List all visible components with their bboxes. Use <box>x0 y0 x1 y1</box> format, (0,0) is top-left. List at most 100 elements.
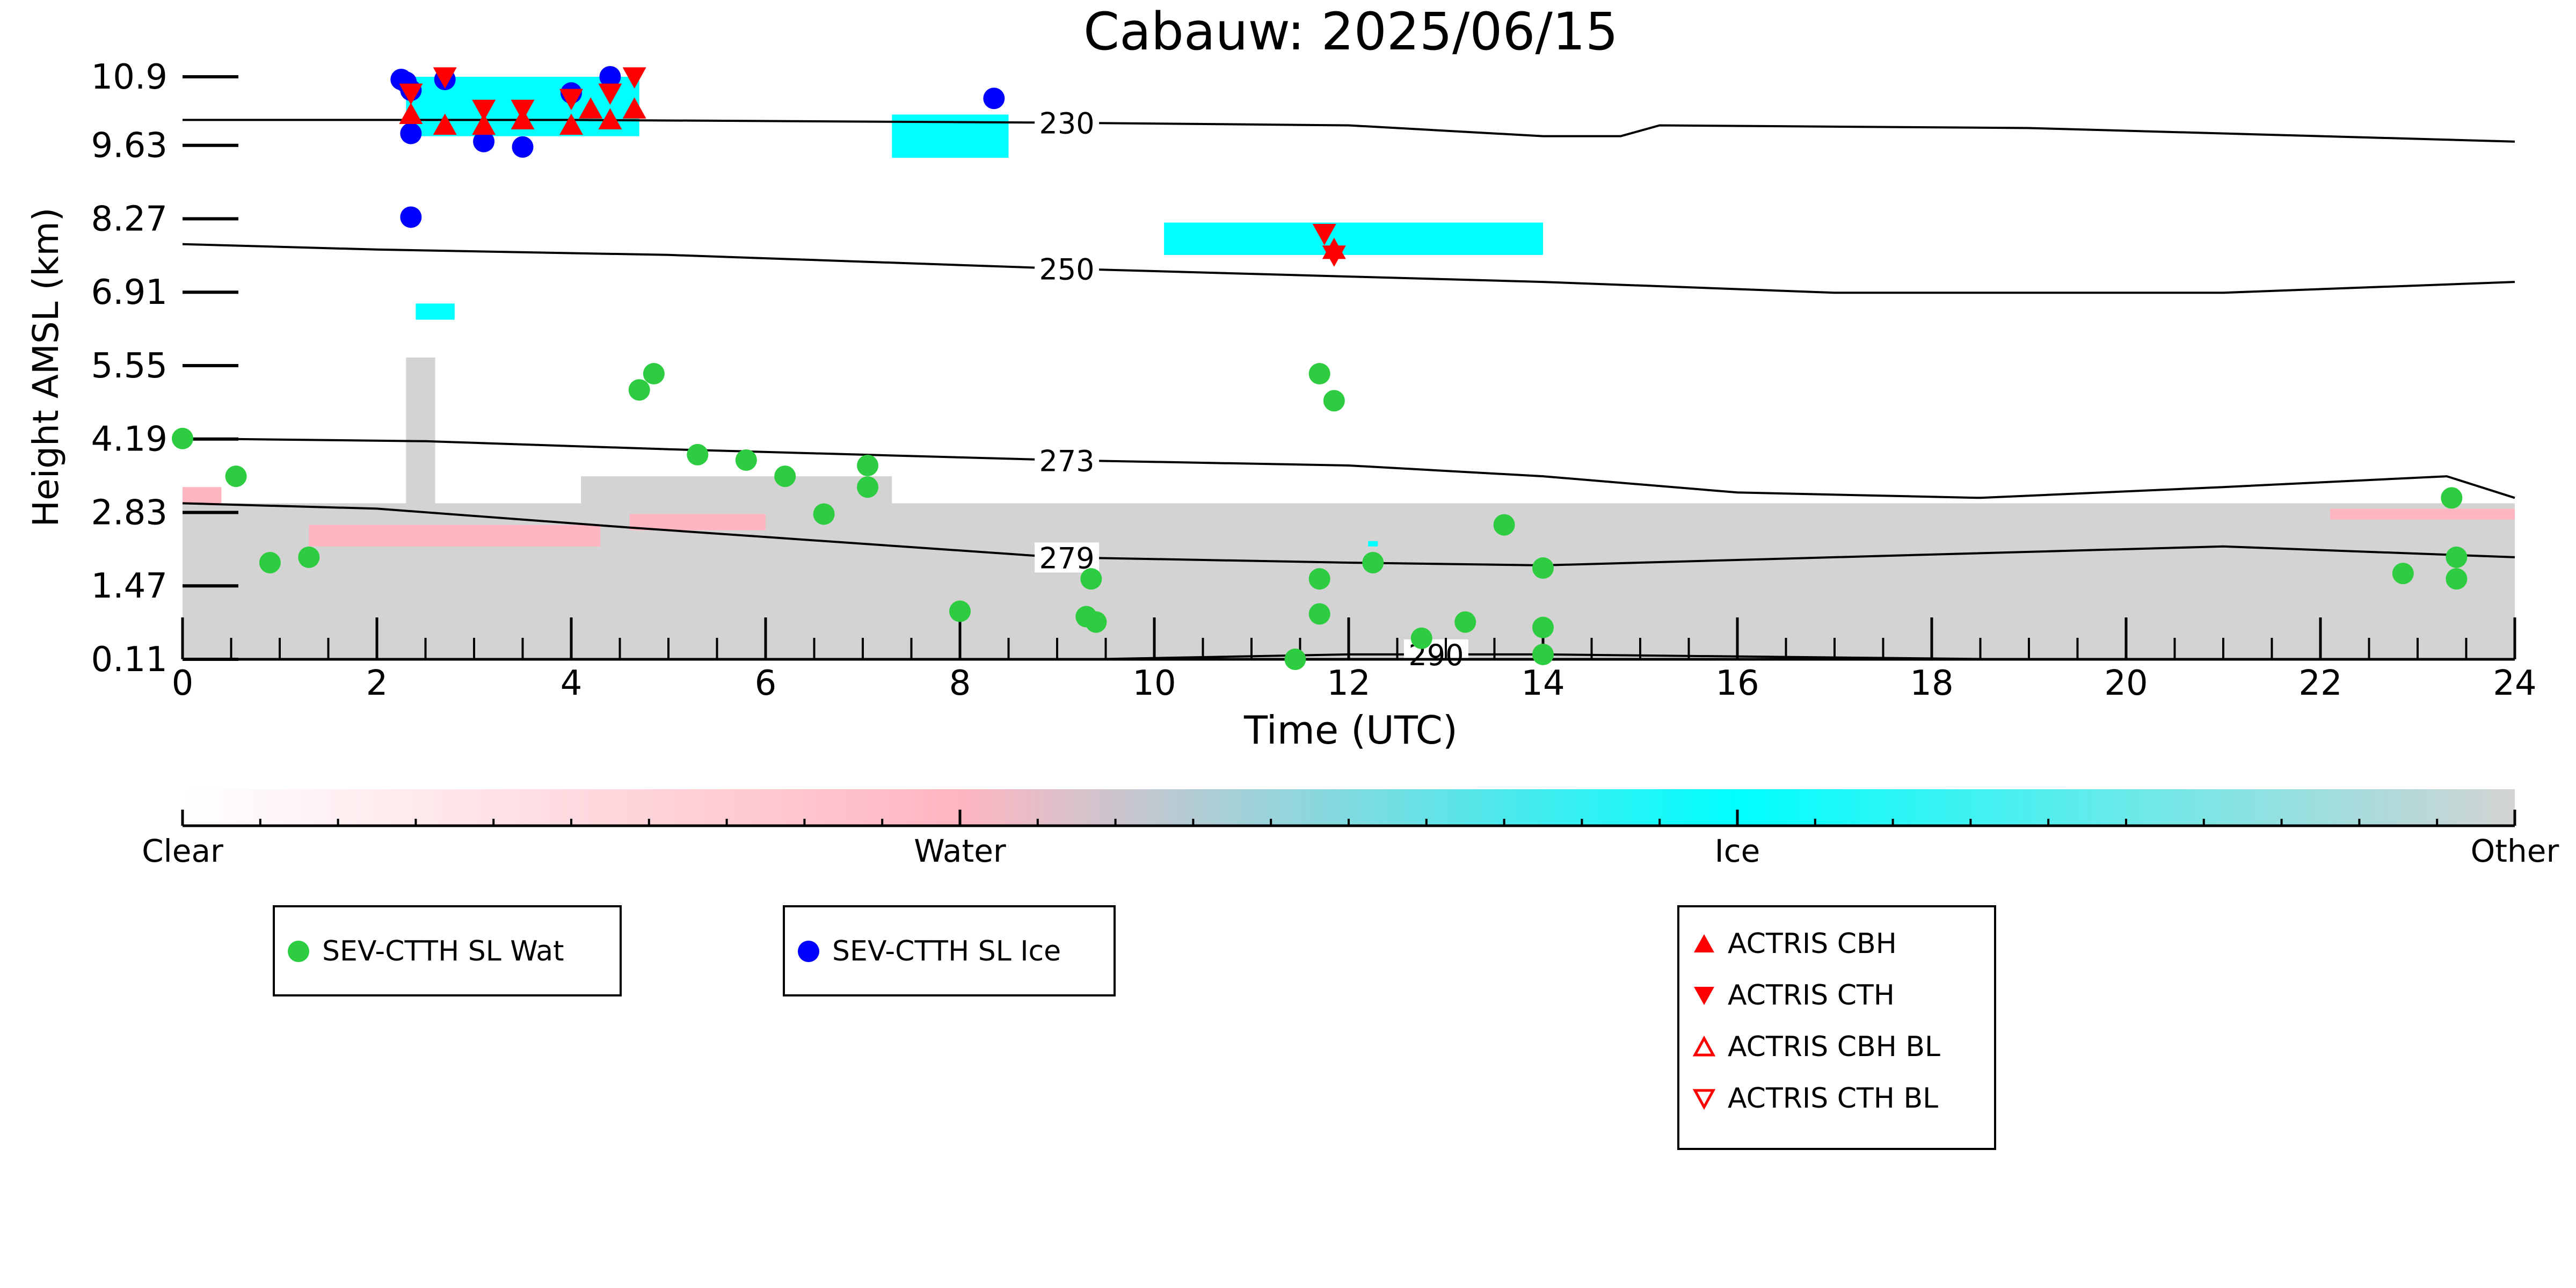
isotherm-label: 279 <box>1039 541 1095 575</box>
legend-item-actris-cth-bl: ACTRIS CTH BL <box>1692 1082 1938 1115</box>
marker-sev-ctth-sl-wat <box>1532 616 1554 638</box>
marker-sev-ctth-sl-wat <box>1323 390 1345 412</box>
marker-sev-ctth-sl-wat <box>813 503 835 525</box>
marker-sev-ctth-sl-ice <box>512 136 534 158</box>
isotherm-label: 273 <box>1039 444 1095 478</box>
marker-actris-cth <box>622 67 646 89</box>
colorbar: Clear Water Ice Other <box>142 789 2559 869</box>
circle-marker-icon <box>798 941 819 962</box>
x-axis-label: Time (UTC) <box>1243 708 1458 753</box>
marker-sev-ctth-sl-wat <box>1085 611 1107 633</box>
marker-sev-ctth-sl-wat <box>2392 563 2414 585</box>
isotherm-279 <box>182 502 2515 567</box>
marker-sev-ctth-sl-wat <box>1308 603 1330 625</box>
marker-sev-ctth-sl-wat <box>1410 627 1432 649</box>
marker-sev-ctth-sl-wat <box>1532 643 1554 665</box>
legend-item-actris-cth: ACTRIS CTH <box>1692 979 1895 1012</box>
marker-sev-ctth-sl-wat <box>1362 552 1384 574</box>
x-tick-label: 12 <box>1327 664 1370 703</box>
classification-background <box>183 77 2515 659</box>
legend-label: SEV-CTTH SL Wat <box>322 935 564 967</box>
isotherm-273 <box>182 437 2515 499</box>
marker-actris-cth <box>1312 224 1336 245</box>
circle-marker-icon <box>288 941 309 962</box>
colorbar-label-water: Water <box>914 833 1006 869</box>
isotherm-label: 250 <box>1039 252 1095 286</box>
marker-actris-cbh <box>433 113 457 135</box>
y-tick-label: 1.47 <box>91 566 168 606</box>
marker-sev-ctth-sl-wat <box>1493 514 1515 536</box>
triangle-down-open-icon <box>1692 1089 1716 1110</box>
marker-sev-ctth-sl-ice <box>473 130 495 152</box>
region-ice <box>416 303 455 320</box>
legend-box-ice: SEV-CTTH SL Ice <box>783 905 1116 996</box>
x-tick-label: 16 <box>1715 664 1759 703</box>
region-ice <box>1368 541 1378 547</box>
marker-sev-ctth-sl-wat <box>1308 363 1330 385</box>
region-water <box>2330 508 2515 520</box>
x-tick-label: 18 <box>1910 664 1953 703</box>
marker-actris-cbh <box>472 113 496 135</box>
triangle-up-icon <box>1694 934 1714 952</box>
y-tick-label: 2.83 <box>91 493 168 533</box>
triangle-up-open-icon <box>1692 1035 1716 1057</box>
legend-label: ACTRIS CBH BL <box>1728 1031 1940 1063</box>
region-water <box>309 525 601 547</box>
colorbar-label-ice: Ice <box>1715 833 1760 869</box>
x-tick-label: 6 <box>755 664 777 703</box>
marker-sev-ctth-sl-wat <box>172 427 193 449</box>
marker-sev-ctth-sl-wat <box>259 552 281 574</box>
marker-actris-cth <box>598 83 622 105</box>
region-ice <box>1164 222 1543 255</box>
marker-sev-ctth-sl-wat <box>949 600 971 622</box>
y-axis-label: Height AMSL (km) <box>25 208 67 527</box>
isotherm-250 <box>182 243 2515 294</box>
marker-sev-ctth-sl-wat <box>2441 487 2463 509</box>
legend-marker-cth <box>1694 987 1714 1005</box>
marker-sev-ctth-sl-wat <box>857 455 879 477</box>
x-tick-label: 20 <box>2104 664 2148 703</box>
marker-sev-ctth-sl-wat <box>225 465 247 487</box>
colorbar-ticks <box>181 810 2516 826</box>
marker-actris-cth <box>1322 245 1346 267</box>
isotherm-label-bg <box>1035 445 1100 476</box>
y-tick-label: 0.11 <box>91 640 168 680</box>
x-tick-label: 14 <box>1521 664 1564 703</box>
y-tick-label: 9.63 <box>91 126 168 166</box>
marker-sev-ctth-sl-wat <box>774 465 796 487</box>
isotherm-label-bg <box>1035 253 1100 284</box>
legend-box-water: SEV-CTTH SL Wat <box>273 905 622 996</box>
marker-sev-ctth-sl-wat <box>298 546 320 568</box>
marker-sev-ctth-sl-ice <box>400 122 422 144</box>
marker-sev-ctth-sl-ice <box>599 66 621 88</box>
region-water <box>183 487 222 504</box>
legend-label: ACTRIS CTH <box>1728 979 1895 1012</box>
marker-sev-ctth-sl-wat <box>857 476 879 498</box>
legend-marker-cth-bl <box>1692 1089 1716 1110</box>
region-other <box>406 357 435 659</box>
region-water <box>629 514 766 530</box>
triangle-down-icon <box>1694 987 1714 1005</box>
marker-actris-cth <box>559 89 583 111</box>
legend-marker-cbh-bl <box>1692 1035 1716 1057</box>
region-other <box>581 476 892 659</box>
axes: 0 2 4 6 8 10 12 14 16 18 20 22 240.111.472.834.195.5… <box>91 57 2537 703</box>
marker-actris-cbh <box>579 97 603 119</box>
x-tick-label: 2 <box>366 664 388 703</box>
marker-sev-ctth-sl-wat <box>628 379 650 401</box>
legend-label: ACTRIS CTH BL <box>1728 1082 1939 1115</box>
isotherm-label: 230 <box>1039 107 1095 141</box>
marker-sev-ctth-sl-wat <box>2446 546 2468 568</box>
legend-box-actris: ACTRIS CBH ACTRIS CTH ACTRIS CBH BL ACTR… <box>1677 905 1996 1150</box>
legend-marker-green <box>288 941 309 962</box>
legend-label: ACTRIS CBH <box>1728 928 1897 960</box>
marker-sev-ctth-sl-ice <box>400 206 422 228</box>
isotherm-label-bg <box>1035 107 1100 138</box>
marker-actris-cbh <box>622 97 646 119</box>
y-tick-label: 4.19 <box>91 420 168 460</box>
marker-actris-cth <box>472 99 496 121</box>
y-tick-label: 6.91 <box>91 273 168 312</box>
